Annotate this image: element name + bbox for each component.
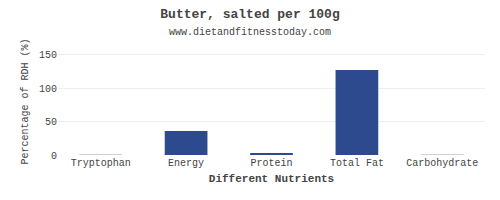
svg-text:Carbohydrate: Carbohydrate — [406, 158, 478, 169]
svg-text:Butter, salted per 100gwww.die: Butter, salted per 100gwww.dietandfitnes… — [160, 7, 340, 38]
svg-text:100: 100 — [39, 84, 57, 95]
svg-text:0: 0 — [51, 151, 57, 162]
svg-text:Tryptophan: Tryptophan — [71, 158, 131, 169]
svg-text:150: 150 — [39, 50, 57, 61]
svg-text:50: 50 — [45, 117, 57, 128]
svg-text:Percentage of RDH (%): Percentage of RDH (%) — [20, 38, 31, 164]
svg-text:Total Fat: Total Fat — [330, 158, 384, 169]
svg-text:Energy: Energy — [168, 158, 204, 169]
svg-text:Protein: Protein — [250, 158, 292, 169]
svg-text:Different Nutrients: Different Nutrients — [209, 173, 334, 185]
